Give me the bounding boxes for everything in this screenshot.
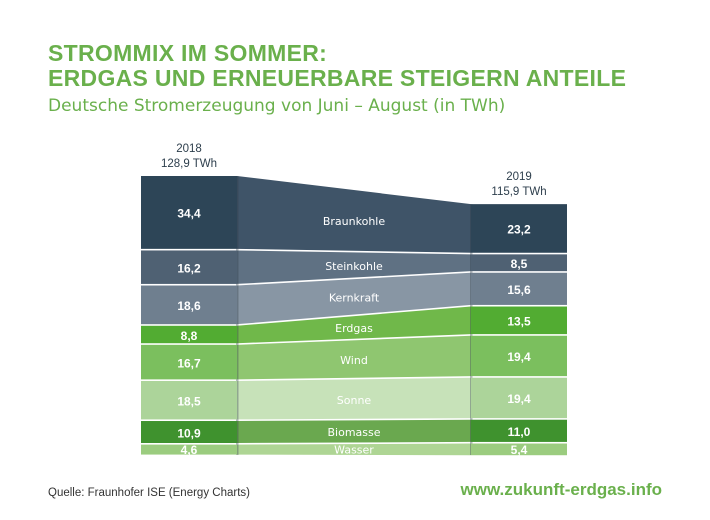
category-label-braunkohle: Braunkohle bbox=[323, 215, 385, 228]
value-label-2019-wasser: 5,4 bbox=[511, 443, 528, 457]
band-wasser bbox=[237, 443, 471, 456]
chart-title-line-1: STROMMIX IM SOMMER: bbox=[48, 40, 328, 66]
bar-2019-erdgas bbox=[471, 306, 567, 335]
value-label-2018-sonne: 18,5 bbox=[177, 394, 201, 408]
bar-2019-biomasse bbox=[471, 419, 567, 442]
value-label-2018-wasser: 4,6 bbox=[181, 443, 198, 457]
year-label-2018: 2018 bbox=[176, 143, 202, 155]
bar-2018-steinkohle bbox=[141, 250, 237, 284]
bar-2018-biomasse bbox=[141, 421, 237, 444]
bar-2019-kernkraft bbox=[471, 272, 567, 305]
value-label-2019-braunkohle: 23,2 bbox=[507, 223, 531, 237]
value-label-2019-sonne: 19,4 bbox=[507, 392, 531, 406]
bar-2018-braunkohle bbox=[141, 176, 237, 249]
category-label-biomasse: Biomasse bbox=[327, 426, 380, 439]
chart-subtitle: Deutsche Stromerzeugung von Juni – Augus… bbox=[48, 96, 506, 116]
value-label-2018-wind: 16,7 bbox=[177, 356, 201, 370]
bar-2019-sonne bbox=[471, 377, 567, 419]
bar-2018-wind bbox=[141, 344, 237, 380]
bar-edge-shadow bbox=[236, 176, 239, 455]
band-steinkohle bbox=[237, 250, 471, 284]
bar-2019-braunkohle bbox=[471, 204, 567, 253]
bar-2018-sonne bbox=[141, 380, 237, 420]
band-sonne bbox=[237, 377, 471, 420]
chart-title-line-2: ERDGAS UND ERNEUERBARE STEIGERN ANTEILE bbox=[48, 65, 627, 91]
bar-2019-steinkohle bbox=[471, 254, 567, 272]
value-label-2019-biomasse: 11,0 bbox=[508, 425, 531, 439]
value-label-2018-steinkohle: 16,2 bbox=[177, 261, 201, 275]
band-braunkohle bbox=[237, 176, 471, 253]
value-label-2018-erdgas: 8,8 bbox=[181, 329, 198, 343]
category-label-kernkraft: Kernkraft bbox=[329, 292, 380, 305]
category-label-wind: Wind bbox=[340, 354, 368, 367]
category-label-sonne: Sonne bbox=[337, 394, 372, 407]
band-biomasse bbox=[237, 419, 471, 444]
value-label-2018-biomasse: 10,9 bbox=[177, 426, 201, 440]
bar-2018-wasser bbox=[141, 444, 237, 455]
total-label-2019: 115,9 TWh bbox=[491, 186, 546, 198]
value-label-2018-braunkohle: 34,4 bbox=[177, 207, 201, 221]
website-link[interactable]: www.zukunft-erdgas.info bbox=[460, 480, 662, 499]
bar-2018-erdgas bbox=[141, 325, 237, 344]
bar-2019-wasser bbox=[471, 443, 567, 456]
year-label-2019: 2019 bbox=[506, 171, 532, 183]
value-label-2018-kernkraft: 18,6 bbox=[177, 299, 201, 313]
value-label-2019-kernkraft: 15,6 bbox=[507, 283, 531, 297]
bar-2018-kernkraft bbox=[141, 285, 237, 325]
bar-2019-wind bbox=[471, 335, 567, 377]
category-label-steinkohle: Steinkohle bbox=[325, 260, 383, 273]
value-label-2019-wind: 19,4 bbox=[507, 350, 531, 364]
value-label-2019-erdgas: 13,5 bbox=[507, 315, 531, 329]
total-label-2018: 128,9 TWh bbox=[161, 158, 217, 170]
source-note: Quelle: Fraunhofer ISE (Energy Charts) bbox=[48, 487, 250, 499]
category-label-wasser: Wasser bbox=[334, 443, 374, 456]
band-erdgas bbox=[237, 306, 471, 344]
category-label-erdgas: Erdgas bbox=[335, 322, 373, 335]
band-kernkraft bbox=[237, 272, 471, 325]
value-label-2019-steinkohle: 8,5 bbox=[511, 257, 528, 271]
band-wind bbox=[237, 335, 471, 380]
